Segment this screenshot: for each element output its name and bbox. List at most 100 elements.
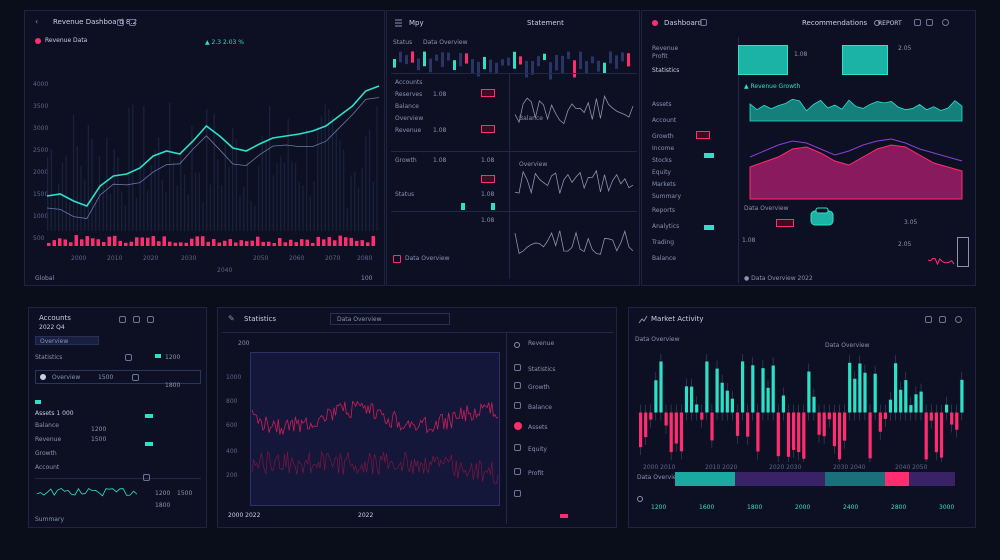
list-item[interactable]: Growth (528, 384, 550, 391)
volume-bar (366, 242, 370, 246)
list-item[interactable]: Summary (652, 193, 681, 200)
strip-bar (603, 62, 606, 74)
candle (858, 363, 862, 413)
list-item[interactable]: Trading (652, 239, 675, 246)
volume-bar (135, 237, 139, 246)
battery-icon (957, 237, 969, 267)
row-value: 1.08 (433, 127, 447, 134)
candle (695, 404, 699, 413)
strip-bar (555, 54, 558, 71)
menu-icon[interactable] (700, 19, 707, 26)
account-row-selected[interactable]: Overview 1500 (35, 370, 201, 384)
status-tag-cyan[interactable] (704, 153, 714, 158)
grid-bar (291, 161, 293, 231)
record-icon[interactable] (652, 20, 658, 26)
pen-icon[interactable]: ✎ (228, 314, 235, 323)
row-value: 1200 (165, 354, 181, 361)
grid-bar (72, 114, 75, 231)
row-label: Assets 1 000 (35, 410, 74, 417)
search-input[interactable]: Data Overview (330, 313, 450, 325)
y-tick: 1000 (226, 374, 242, 381)
candle (960, 379, 964, 413)
slider-handle-icon[interactable] (637, 496, 643, 502)
status-tag[interactable] (481, 175, 495, 183)
status-tag-cyan[interactable] (491, 203, 495, 210)
grid-bar (357, 187, 360, 231)
tab-overview[interactable]: Overview (35, 336, 99, 345)
chevron-icon[interactable] (132, 374, 139, 381)
list-item[interactable]: Markets (652, 181, 676, 188)
list-item[interactable]: Assets (652, 101, 672, 108)
candle (832, 412, 836, 447)
grid-bar (335, 128, 337, 231)
thumbnail-caption: 1.08 (794, 51, 808, 58)
legend-value: 2800 (891, 504, 907, 511)
list-item[interactable]: Statistics (528, 366, 556, 373)
volume-bar (63, 239, 67, 246)
range-slider[interactable] (675, 472, 955, 486)
grid-bar (47, 157, 49, 231)
thumbnail-card[interactable] (738, 45, 788, 75)
list-item[interactable]: Equity (652, 169, 671, 176)
grid-bar (135, 197, 138, 231)
close-icon[interactable] (939, 316, 946, 323)
volume-bar (190, 238, 194, 246)
chart-icon[interactable] (143, 474, 150, 481)
list-item[interactable]: Balance (652, 255, 676, 262)
grid-bar (165, 192, 167, 231)
alert-icon[interactable] (393, 255, 401, 263)
expand-icon[interactable] (129, 19, 136, 26)
refresh-icon[interactable] (133, 316, 140, 323)
notification-icon[interactable] (914, 19, 921, 26)
status-tag[interactable] (696, 131, 710, 139)
list-item[interactable]: Revenue (652, 45, 679, 52)
back-icon[interactable]: ‹ (35, 17, 39, 26)
candle (761, 368, 765, 413)
settings-icon[interactable] (117, 19, 124, 26)
calendar-icon[interactable] (147, 316, 154, 323)
row-value: 1500 (177, 490, 193, 497)
volume-bar (267, 241, 271, 246)
status-tag[interactable] (481, 89, 495, 97)
list-item[interactable]: Profit (528, 470, 544, 477)
series-line-secondary (251, 450, 499, 485)
row-label: Revenue (395, 127, 422, 134)
search-icon[interactable] (955, 316, 962, 323)
menu-icon[interactable] (395, 19, 402, 27)
status-tag[interactable] (776, 219, 794, 227)
list-item[interactable]: Income (652, 145, 675, 152)
status-tag[interactable] (481, 125, 495, 133)
user-icon[interactable] (942, 19, 949, 26)
volume-bar (107, 236, 111, 246)
link-icon[interactable] (119, 316, 126, 323)
list-item[interactable]: Balance (528, 404, 552, 411)
status-tag-cyan[interactable] (461, 203, 465, 210)
candle (664, 412, 668, 426)
volume-bar (283, 242, 287, 246)
settings-icon[interactable] (926, 19, 933, 26)
list-item[interactable]: Reports (652, 207, 676, 214)
grid-bar (54, 198, 56, 231)
list-item[interactable]: Growth (652, 133, 674, 140)
row-value: 1200 (91, 426, 107, 433)
list-item[interactable]: Assets (528, 424, 548, 431)
list-item[interactable]: Equity (528, 446, 547, 453)
grid-bar (298, 181, 300, 231)
grid-bar (228, 166, 230, 231)
info-icon[interactable] (125, 354, 132, 361)
candle (817, 412, 821, 435)
list-item[interactable]: Stocks (652, 157, 672, 164)
candle (659, 361, 663, 413)
list-item[interactable]: Revenue (528, 340, 555, 347)
list-item[interactable]: Account (652, 117, 677, 124)
candle (955, 412, 959, 430)
status-tag[interactable] (560, 514, 568, 518)
pause-icon[interactable] (925, 316, 932, 323)
row-value: 1800 (155, 502, 171, 509)
list-item[interactable]: Profit (652, 53, 668, 60)
list-item[interactable]: Analytics (652, 223, 680, 230)
status-tag-cyan[interactable] (704, 225, 714, 230)
bottom-label: Data Overview (744, 205, 789, 212)
thumbnail-card[interactable] (842, 45, 888, 75)
volume-bar (74, 235, 78, 246)
